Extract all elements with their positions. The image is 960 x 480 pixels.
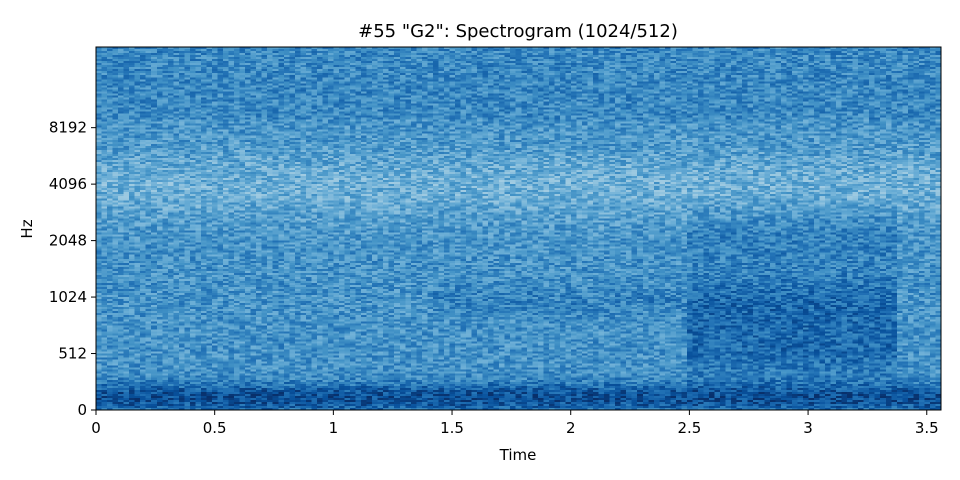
spectrogram-heatmap	[96, 47, 941, 410]
x-tick-label: 3	[803, 419, 813, 437]
x-tick-label: 1.5	[440, 419, 464, 437]
y-axis-ticks: 0 512 1024 2048 4096 8192	[49, 119, 96, 419]
x-tick-label: 1	[329, 419, 339, 437]
x-tick-label: 0.5	[203, 419, 227, 437]
x-axis-ticks: 0 0.5 1 1.5 2 2.5 3 3.5	[91, 410, 939, 437]
y-tick-label: 8192	[49, 119, 87, 137]
y-tick-label: 2048	[49, 232, 87, 250]
plot-frame	[95, 46, 942, 411]
chart-title: #55 "G2": Spectrogram (1024/512)	[358, 21, 678, 42]
x-tick-label: 2	[566, 419, 576, 437]
x-tick-label: 0	[91, 419, 101, 437]
y-tick-label: 1024	[49, 288, 87, 306]
y-tick-label: 512	[58, 345, 87, 363]
x-tick-label: 3.5	[915, 419, 939, 437]
y-tick-label: 4096	[49, 175, 87, 193]
spectrogram-image	[96, 47, 941, 410]
y-axis-label: Hz	[18, 219, 36, 238]
y-tick-label: 0	[77, 401, 87, 419]
x-tick-label: 2.5	[677, 419, 701, 437]
x-axis-label: Time	[499, 446, 537, 464]
